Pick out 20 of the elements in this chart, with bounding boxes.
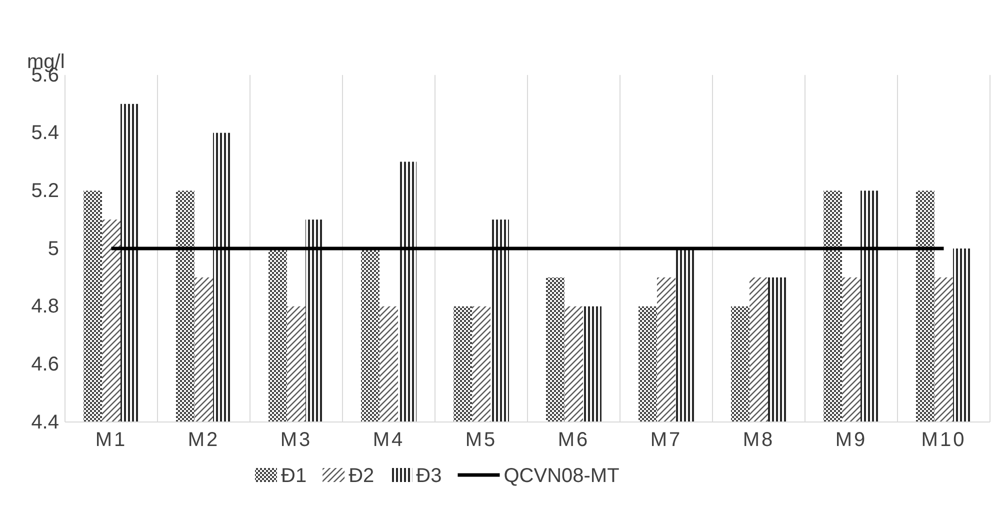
x-tick-label: M3: [280, 429, 312, 452]
y-tick-label: 5.2: [31, 180, 59, 202]
x-tick-label: M5: [465, 429, 498, 452]
y-tick-label: 5: [48, 238, 59, 260]
legend-label: Đ3: [416, 465, 442, 487]
y-tick-label: 4.4: [31, 411, 59, 434]
legend-label: Đ2: [348, 465, 374, 487]
y-tick-label: 5.4: [31, 122, 59, 144]
x-tick-label: M1: [95, 429, 128, 452]
x-tick-label: M2: [188, 429, 220, 452]
legend-label: Đ1: [281, 465, 307, 487]
x-tick-label: M10: [921, 429, 966, 452]
x-tick-label: M8: [742, 429, 775, 452]
y-tick-label: 4.6: [31, 354, 59, 376]
y-tick-label: 4.8: [31, 296, 59, 318]
legend-label: QCVN08-MT: [504, 465, 620, 487]
x-tick-label: M9: [835, 429, 868, 452]
x-tick-label: M4: [372, 429, 405, 452]
x-tick-label: M6: [558, 429, 590, 452]
x-tick-label: M7: [650, 429, 682, 452]
